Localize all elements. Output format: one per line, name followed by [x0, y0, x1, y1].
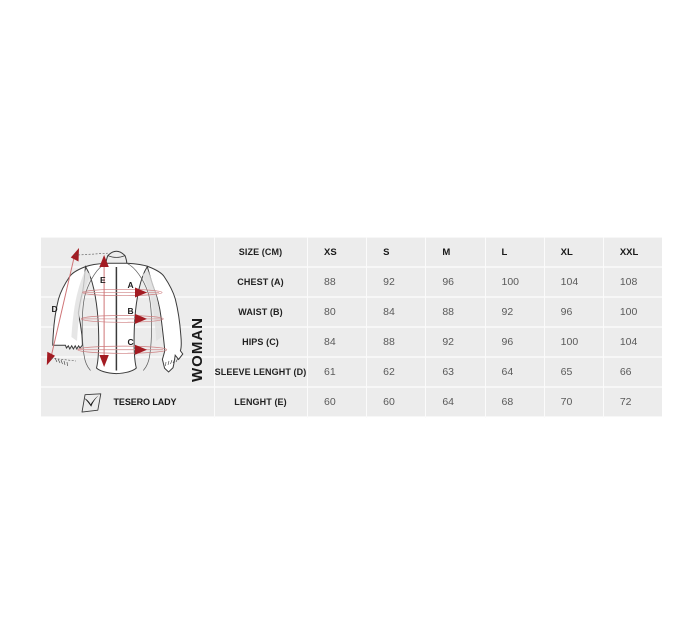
svg-text:E: E: [100, 275, 106, 285]
svg-text:C: C: [128, 337, 134, 347]
svg-text:A: A: [128, 280, 134, 290]
svg-text:B: B: [128, 306, 134, 316]
svg-text:D: D: [52, 304, 58, 314]
